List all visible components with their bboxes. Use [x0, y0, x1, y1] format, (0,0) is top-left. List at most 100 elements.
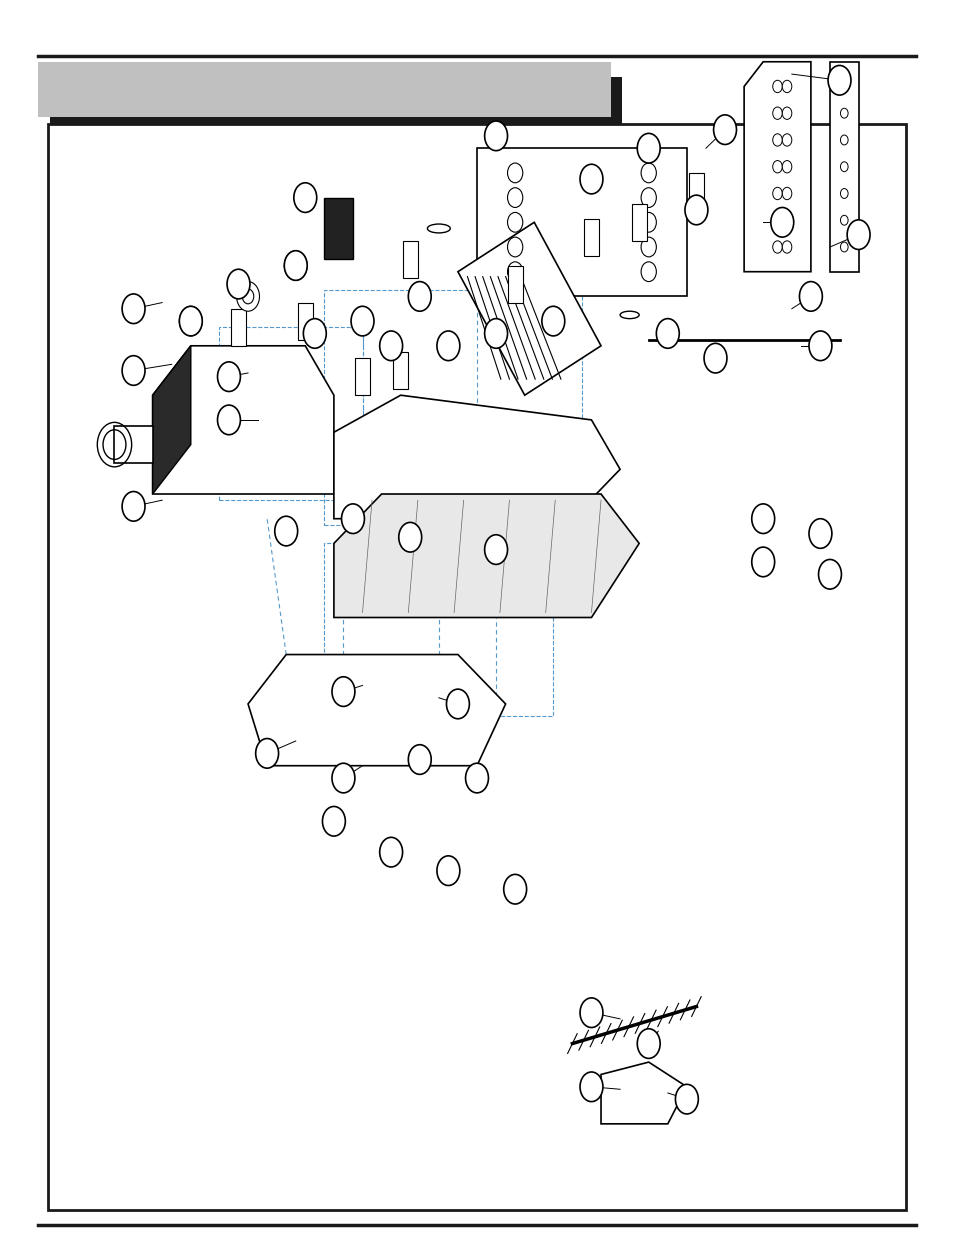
Polygon shape	[152, 346, 191, 494]
Circle shape	[640, 212, 656, 232]
Circle shape	[579, 998, 602, 1028]
Circle shape	[408, 282, 431, 311]
Circle shape	[840, 189, 847, 199]
Circle shape	[332, 677, 355, 706]
Circle shape	[781, 188, 791, 200]
Circle shape	[637, 133, 659, 163]
Polygon shape	[152, 346, 334, 494]
Circle shape	[255, 739, 278, 768]
Bar	[631, 204, 646, 241]
Polygon shape	[334, 395, 619, 519]
Circle shape	[640, 237, 656, 257]
Circle shape	[840, 215, 847, 225]
Circle shape	[799, 282, 821, 311]
Polygon shape	[457, 222, 600, 395]
Circle shape	[284, 251, 307, 280]
Ellipse shape	[619, 311, 639, 319]
Circle shape	[772, 133, 781, 146]
Circle shape	[840, 162, 847, 172]
Circle shape	[772, 107, 781, 120]
Circle shape	[772, 214, 781, 226]
Circle shape	[751, 504, 774, 534]
Circle shape	[179, 306, 202, 336]
Circle shape	[379, 837, 402, 867]
Circle shape	[408, 745, 431, 774]
Circle shape	[303, 319, 326, 348]
Circle shape	[122, 356, 145, 385]
Bar	[324, 290, 581, 525]
Circle shape	[465, 763, 488, 793]
Circle shape	[484, 535, 507, 564]
Circle shape	[781, 214, 791, 226]
Circle shape	[840, 109, 847, 119]
Circle shape	[827, 65, 850, 95]
Ellipse shape	[427, 224, 450, 233]
Circle shape	[322, 806, 345, 836]
Circle shape	[781, 107, 791, 120]
Bar	[324, 543, 553, 716]
Polygon shape	[476, 148, 686, 296]
Circle shape	[846, 220, 869, 249]
Circle shape	[640, 163, 656, 183]
Polygon shape	[334, 494, 639, 618]
Polygon shape	[829, 62, 858, 272]
Circle shape	[772, 80, 781, 93]
Circle shape	[274, 516, 297, 546]
Circle shape	[840, 135, 847, 144]
Circle shape	[484, 319, 507, 348]
Polygon shape	[743, 62, 810, 272]
Circle shape	[637, 1029, 659, 1058]
Circle shape	[398, 522, 421, 552]
Bar	[48, 124, 905, 1210]
Circle shape	[840, 82, 847, 91]
Circle shape	[675, 1084, 698, 1114]
Circle shape	[446, 689, 469, 719]
Circle shape	[507, 262, 522, 282]
Circle shape	[294, 183, 316, 212]
Circle shape	[436, 331, 459, 361]
Circle shape	[507, 212, 522, 232]
Circle shape	[179, 306, 202, 336]
Bar	[219, 327, 362, 500]
Bar	[688, 173, 703, 210]
Bar	[355, 358, 370, 395]
Bar	[393, 352, 408, 389]
Polygon shape	[114, 426, 152, 463]
Circle shape	[507, 163, 522, 183]
Circle shape	[122, 294, 145, 324]
Circle shape	[781, 133, 791, 146]
Bar	[50, 77, 621, 132]
Circle shape	[217, 405, 240, 435]
Circle shape	[579, 164, 602, 194]
Circle shape	[503, 874, 526, 904]
Polygon shape	[248, 655, 505, 766]
Circle shape	[507, 237, 522, 257]
Circle shape	[808, 331, 831, 361]
Circle shape	[185, 314, 196, 329]
Circle shape	[351, 306, 374, 336]
Circle shape	[436, 856, 459, 885]
Circle shape	[781, 241, 791, 253]
Bar	[297, 303, 313, 340]
Circle shape	[640, 262, 656, 282]
Circle shape	[808, 519, 831, 548]
Circle shape	[640, 188, 656, 207]
Circle shape	[703, 343, 726, 373]
Circle shape	[713, 115, 736, 144]
Circle shape	[772, 241, 781, 253]
Circle shape	[227, 269, 250, 299]
Circle shape	[332, 763, 355, 793]
Circle shape	[122, 492, 145, 521]
Polygon shape	[324, 198, 353, 259]
Circle shape	[341, 504, 364, 534]
Circle shape	[840, 242, 847, 252]
Circle shape	[242, 289, 253, 304]
Circle shape	[541, 306, 564, 336]
Polygon shape	[600, 1062, 686, 1124]
Circle shape	[484, 121, 507, 151]
Circle shape	[656, 319, 679, 348]
Circle shape	[818, 559, 841, 589]
Circle shape	[684, 195, 707, 225]
Circle shape	[507, 188, 522, 207]
Circle shape	[781, 161, 791, 173]
